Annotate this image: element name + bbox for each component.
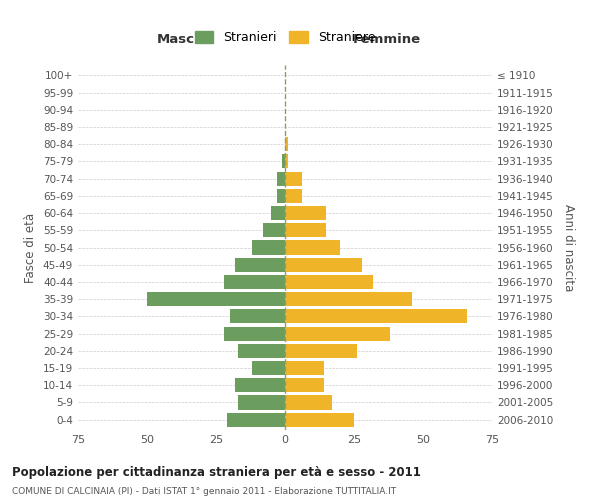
Text: Popolazione per cittadinanza straniera per età e sesso - 2011: Popolazione per cittadinanza straniera p… [12,466,421,479]
Bar [285,378,323,392]
Bar [252,240,285,254]
Legend: Stranieri, Straniere: Stranieri, Straniere [191,28,379,48]
Bar [285,396,332,409]
Bar [224,326,285,340]
Bar [285,344,357,358]
Bar [285,172,302,185]
Bar [277,189,285,203]
Bar [285,361,323,375]
Bar [285,310,467,324]
Text: Femmine: Femmine [353,33,421,46]
Y-axis label: Anni di nascita: Anni di nascita [562,204,575,291]
Bar [285,240,340,254]
Bar [285,275,373,289]
Bar [252,361,285,375]
Bar [230,310,285,324]
Bar [238,344,285,358]
Bar [147,292,285,306]
Y-axis label: Fasce di età: Fasce di età [25,212,37,282]
Bar [285,412,354,426]
Bar [285,292,412,306]
Bar [227,412,285,426]
Bar [235,378,285,392]
Text: COMUNE DI CALCINAIA (PI) - Dati ISTAT 1° gennaio 2011 - Elaborazione TUTTITALIA.: COMUNE DI CALCINAIA (PI) - Dati ISTAT 1°… [12,488,396,496]
Bar [238,396,285,409]
Bar [285,223,326,238]
Bar [271,206,285,220]
Text: Maschi: Maschi [157,33,209,46]
Bar [277,172,285,185]
Bar [263,223,285,238]
Bar [235,258,285,272]
Bar [285,206,326,220]
Bar [285,137,288,152]
Bar [285,189,302,203]
Bar [224,275,285,289]
Bar [285,258,362,272]
Bar [285,154,288,168]
Bar [285,326,390,340]
Bar [282,154,285,168]
